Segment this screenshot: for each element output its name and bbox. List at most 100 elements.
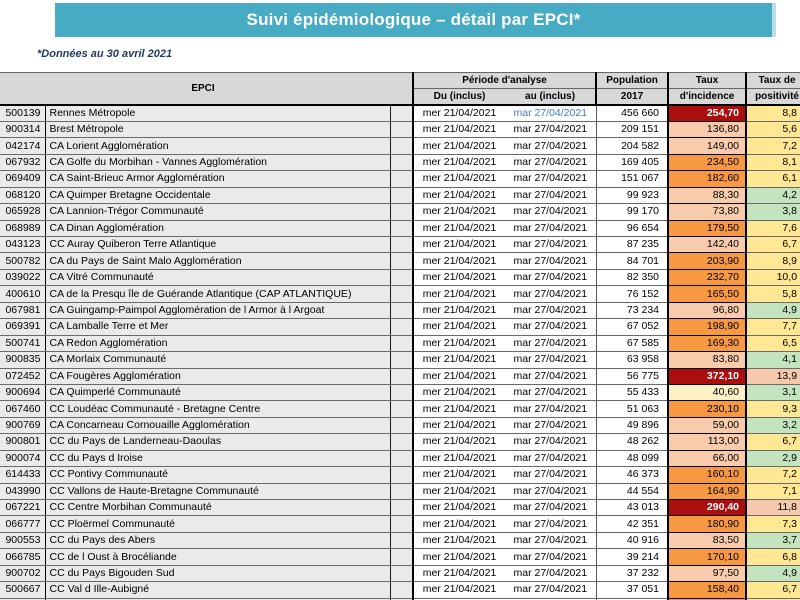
positivity-cell: 8,1 <box>746 154 800 172</box>
incidence-cell: 160,10 <box>668 466 748 484</box>
epci-name-cell: CA Lorient Agglomération <box>45 137 391 155</box>
date-au-cell: mar 27/04/2021 <box>505 335 597 353</box>
table-row: 066777 CC Ploërmel Communauté mer 21/04/20… <box>0 515 800 533</box>
positivity-cell: 3,7 <box>746 532 800 550</box>
spacer-cell <box>390 170 415 188</box>
spacer-cell <box>390 137 415 155</box>
incidence-cell: 179,50 <box>668 220 748 238</box>
positivity-cell: 6,1 <box>746 170 800 188</box>
date-au-cell: mar 27/04/2021 <box>505 483 597 501</box>
date-du-cell: mer 21/04/2021 <box>413 483 506 501</box>
date-du-cell: mer 21/04/2021 <box>413 433 506 451</box>
epci-name-cell: CA Fougères Agglomération <box>45 368 391 385</box>
population-cell: 209 151 <box>596 121 670 139</box>
incidence-cell: 83,80 <box>668 351 748 369</box>
page-title: Suivi épidémiologique – détail par EPCI* <box>246 10 581 29</box>
population-cell: 39 214 <box>596 548 670 566</box>
table-row: 614433 CC Pontivy Communauté mer 21/04/202… <box>0 466 800 484</box>
population-cell: 73 234 <box>596 302 670 320</box>
header-taux-positivite-2: positivité <box>746 88 800 106</box>
epci-code-cell: 900553 <box>0 532 46 550</box>
epci-code-cell: 066777 <box>0 515 46 533</box>
table-row: 900769 CA Concarneau Cornouaille Agglomér… <box>0 417 800 435</box>
positivity-cell: 6,8 <box>746 548 800 566</box>
table-row: 072452 CA Fougères Agglomération mer 21/04… <box>0 368 800 385</box>
header-taux-positivite-1: Taux de <box>746 72 800 89</box>
incidence-cell: 158,40 <box>668 581 748 599</box>
epci-name-cell: CC Centre Morbihan Communauté <box>45 499 391 517</box>
epci-name-cell: CA Redon Agglomération <box>45 335 391 353</box>
table-row: 900553 CC du Pays des Abers mer 21/04/2021… <box>0 532 800 550</box>
epci-code-cell: 067932 <box>0 154 46 172</box>
incidence-cell: 232,70 <box>668 269 748 287</box>
spacer-cell <box>390 400 415 418</box>
date-au-cell[interactable]: mar 27/04/2021 <box>505 104 597 122</box>
positivity-cell: 4,2 <box>746 187 800 205</box>
epci-name-cell: CA Golfe du Morbihan - Vannes Agglomérat… <box>45 154 391 172</box>
table-row: 069391 CA Lamballe Terre et Mer mer 21/04/… <box>0 318 800 336</box>
population-cell: 63 958 <box>596 351 670 369</box>
epci-code-cell: 900074 <box>0 450 46 468</box>
spacer-cell <box>390 499 415 517</box>
header-taux-incidence-1: Taux <box>667 72 748 89</box>
data-date-note: *Données au 30 avril 2021 <box>37 48 173 60</box>
epci-name-cell: CC du Pays d Iroise <box>45 450 391 468</box>
incidence-cell: 372,10 <box>668 368 748 385</box>
date-du-cell: mer 21/04/2021 <box>413 384 506 402</box>
epci-code-cell: 614433 <box>0 466 46 484</box>
positivity-cell: 6,7 <box>746 581 800 599</box>
incidence-cell: 165,50 <box>668 285 748 303</box>
table-row: 900314 Brest Métropole mer 21/04/2021 mar 2… <box>0 121 800 139</box>
incidence-cell: 290,40 <box>668 499 748 517</box>
spacer-cell <box>390 417 415 435</box>
epci-name-cell: CC de l Oust à Brocéliande <box>45 548 391 566</box>
date-du-cell: mer 21/04/2021 <box>413 351 506 369</box>
spacer-cell <box>390 565 415 583</box>
date-au-cell: mar 27/04/2021 <box>505 450 597 468</box>
spacer-cell <box>390 450 415 468</box>
table-row: 068989 CA Dinan Agglomération mer 21/04/20… <box>0 220 800 238</box>
date-du-cell: mer 21/04/2021 <box>413 121 506 139</box>
table-row: 900074 CC du Pays d Iroise mer 21/04/2021 m… <box>0 450 800 468</box>
date-du-cell: mer 21/04/2021 <box>413 187 506 205</box>
population-cell: 456 660 <box>596 104 670 122</box>
date-au-cell: mar 27/04/2021 <box>505 269 597 287</box>
table-row: 067460 CC Loudéac Communauté - Bretagne C… <box>0 400 800 418</box>
positivity-cell: 3,1 <box>746 384 800 402</box>
incidence-cell: 203,90 <box>668 252 748 270</box>
positivity-cell: 8,8 <box>746 104 800 122</box>
table-row: 039022 CA Vitré Communauté mer 21/04/2021 m… <box>0 269 800 287</box>
date-du-cell: mer 21/04/2021 <box>413 565 506 583</box>
epci-table: EPCI Période d'analyse Population Taux T… <box>0 72 800 600</box>
table-row: 042174 CA Lorient Agglomération mer 21/04/… <box>0 137 800 155</box>
population-cell: 99 923 <box>596 187 670 205</box>
date-au-cell: mar 27/04/2021 <box>505 351 597 369</box>
epci-name-cell: CA de la Presqu île de Guérande Atlantiq… <box>45 285 391 303</box>
spacer-cell <box>390 302 415 320</box>
spacer-cell <box>390 236 415 254</box>
epci-code-cell: 072452 <box>0 368 46 385</box>
epci-name-cell: CA Dinan Agglomération <box>45 220 391 238</box>
incidence-cell: 169,30 <box>668 335 748 353</box>
epci-name-cell: CC Loudéac Communauté - Bretagne Centre <box>45 400 391 418</box>
date-du-cell: mer 21/04/2021 <box>413 220 506 238</box>
population-cell: 46 373 <box>596 466 670 484</box>
epci-name-cell: CC Val d Ille-Aubigné <box>45 581 391 599</box>
incidence-cell: 73,80 <box>668 203 748 221</box>
positivity-cell: 13,9 <box>746 368 800 385</box>
spacer-cell <box>390 252 415 270</box>
population-cell: 44 554 <box>596 483 670 501</box>
population-cell: 55 433 <box>596 384 670 402</box>
date-du-cell: mer 21/04/2021 <box>413 269 506 287</box>
positivity-cell: 6,7 <box>746 433 800 451</box>
incidence-cell: 180,90 <box>668 515 748 533</box>
population-cell: 76 152 <box>596 285 670 303</box>
positivity-cell: 7,2 <box>746 137 800 155</box>
date-du-cell: mer 21/04/2021 <box>413 499 506 517</box>
incidence-cell: 198,90 <box>668 318 748 336</box>
positivity-cell: 6,5 <box>746 335 800 353</box>
spacer-cell <box>390 532 415 550</box>
positivity-cell: 4,1 <box>746 351 800 369</box>
population-cell: 48 262 <box>596 433 670 451</box>
epci-name-cell: Brest Métropole <box>45 121 391 139</box>
